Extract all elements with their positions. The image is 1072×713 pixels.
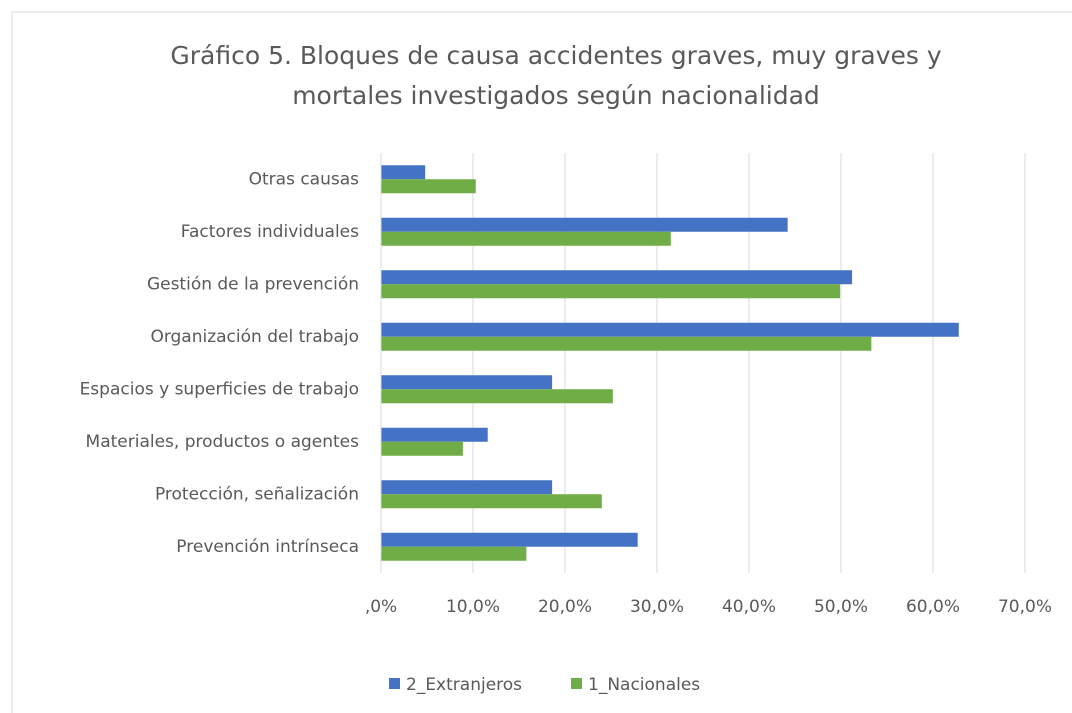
x-tick-label: 30,0% <box>630 597 684 617</box>
legend-swatch <box>571 678 582 689</box>
y-tick-label: Organización del trabajo <box>150 327 359 347</box>
y-tick-label: Espacios y superficies de trabajo <box>80 379 359 399</box>
bar <box>381 217 788 232</box>
legend-label: 1_Nacionales <box>588 675 700 695</box>
bar <box>381 480 553 495</box>
bar <box>381 165 426 180</box>
y-tick-label: Prevención intrínseca <box>176 537 359 557</box>
bar <box>381 494 602 509</box>
x-tick-label: 70,0% <box>998 597 1052 617</box>
y-tick-label: Gestión de la prevención <box>147 274 359 294</box>
bar <box>381 441 463 456</box>
x-tick-label: 10,0% <box>446 597 500 617</box>
x-tick-label: ,0% <box>365 597 397 617</box>
bar <box>381 336 872 351</box>
bar <box>381 322 959 337</box>
bar <box>381 179 476 194</box>
y-tick-label: Factores individuales <box>181 222 359 242</box>
y-tick-label: Protección, señalización <box>155 484 359 504</box>
x-tick-label: 40,0% <box>722 597 776 617</box>
x-tick-label: 60,0% <box>906 597 960 617</box>
x-tick-label: 50,0% <box>814 597 868 617</box>
bar <box>381 389 613 404</box>
bar <box>381 532 638 547</box>
x-tick-label: 20,0% <box>538 597 592 617</box>
bar <box>381 270 853 285</box>
bar <box>381 546 527 561</box>
y-tick-label: Materiales, productos o agentes <box>86 432 360 452</box>
bar <box>381 427 488 442</box>
bar <box>381 284 841 299</box>
chart-border <box>11 11 1072 713</box>
chart-title: Gráfico 5. Bloques de causa accidentes g… <box>170 41 942 110</box>
bar <box>381 375 553 390</box>
bar <box>381 231 671 246</box>
legend-label: 2_Extranjeros <box>406 675 522 695</box>
legend-swatch <box>389 678 400 689</box>
y-tick-label: Otras causas <box>249 169 360 189</box>
